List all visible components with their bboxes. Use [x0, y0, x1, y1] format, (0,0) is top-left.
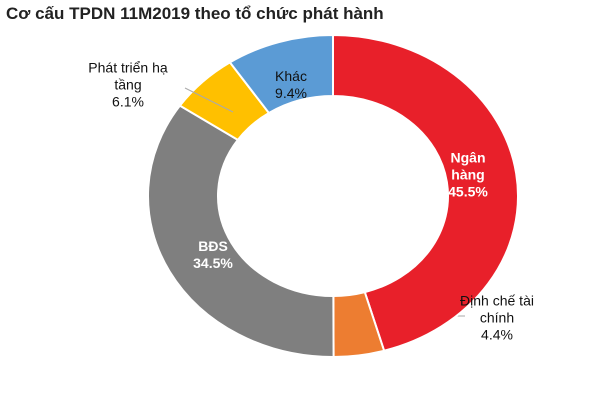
category-label: BĐS	[198, 238, 228, 254]
category-label: Khác	[275, 68, 307, 84]
segment-label: Phát triển hạ tầng 6.1%	[88, 60, 168, 111]
chart-title: Cơ cấu TPDN 11M2019 theo tổ chức phát hà…	[6, 4, 384, 23]
segment-label: Khác 9.4%	[261, 68, 321, 102]
value-label: 4.4%	[481, 326, 513, 343]
leader-line	[184, 87, 234, 113]
donut-segment	[332, 33, 519, 352]
category-label: Phát triển hạ tầng	[88, 59, 168, 93]
donut-segment	[147, 104, 335, 358]
value-label: 34.5%	[193, 255, 233, 271]
value-label: 45.5%	[448, 183, 488, 200]
value-label: 9.4%	[275, 85, 307, 101]
segment-label: BĐS 34.5%	[178, 238, 248, 272]
category-label: Định chế tài chính	[460, 292, 534, 326]
donut-segment	[228, 33, 334, 115]
segment-label: Định chế tài chính 4.4%	[452, 293, 542, 344]
value-label: 6.1%	[112, 93, 144, 110]
segment-label: Ngân hàng 45.5%	[433, 150, 503, 201]
category-label: Ngân hàng	[450, 149, 486, 183]
